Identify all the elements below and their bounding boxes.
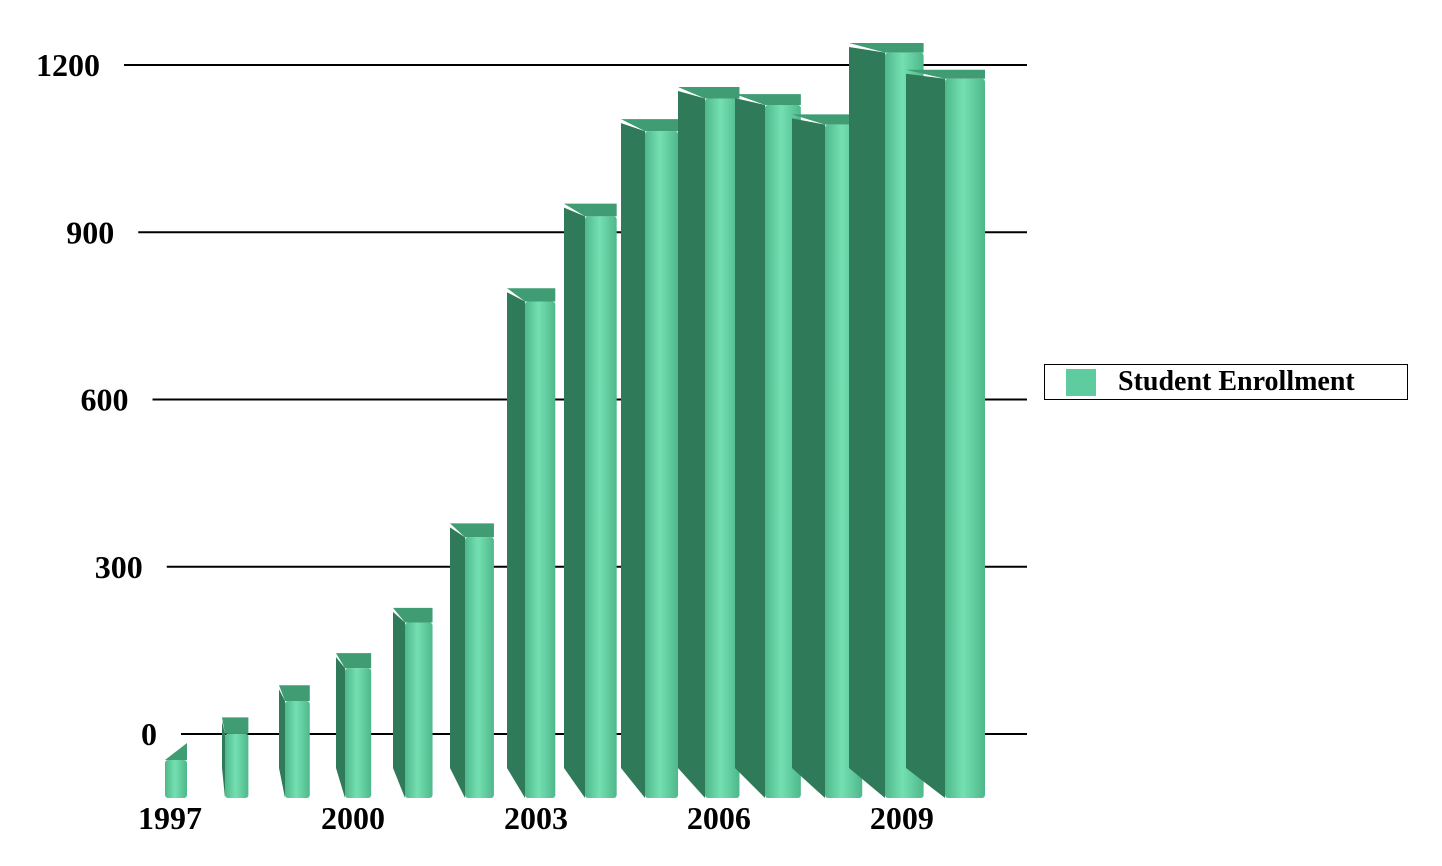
bar-top-face bbox=[222, 717, 249, 734]
bar-top-face bbox=[507, 288, 556, 302]
bar-2005 bbox=[621, 119, 679, 799]
bar-side-face bbox=[450, 527, 465, 798]
bar-side-face bbox=[735, 98, 765, 798]
bar-side-face bbox=[792, 118, 825, 798]
bar-side-face bbox=[507, 292, 525, 798]
bar-side-face bbox=[621, 123, 645, 799]
bar-front-face bbox=[585, 216, 617, 799]
bar-top-face bbox=[279, 685, 310, 702]
bar-1998 bbox=[222, 717, 249, 798]
bar-top-face bbox=[393, 607, 433, 623]
bar-top-face bbox=[336, 653, 372, 669]
bar-2007 bbox=[735, 94, 801, 798]
bar-top-face bbox=[735, 94, 801, 105]
bar-2002 bbox=[450, 523, 494, 798]
bar-top-face bbox=[564, 203, 617, 217]
legend: Student Enrollment bbox=[1044, 364, 1408, 400]
x-tick-label: 2006 bbox=[687, 800, 751, 836]
bar-front-face bbox=[465, 537, 494, 798]
bar-side-face bbox=[906, 73, 945, 799]
bar-front-face bbox=[285, 701, 310, 798]
x-tick-label: 2003 bbox=[504, 800, 568, 836]
bar-front-face bbox=[765, 105, 801, 798]
bar-front-face bbox=[405, 622, 433, 798]
bar-top-face bbox=[792, 114, 863, 125]
bar-1997 bbox=[165, 743, 187, 798]
bar-side-face bbox=[564, 207, 585, 798]
y-tick-label: 600 bbox=[81, 382, 129, 418]
bar-front-face bbox=[165, 760, 187, 798]
bar-top-face bbox=[165, 743, 187, 760]
x-tick-label: 2009 bbox=[870, 800, 934, 836]
bar-front-face bbox=[645, 131, 679, 798]
y-tick-label: 0 bbox=[141, 716, 157, 752]
y-tick-label: 1200 bbox=[36, 47, 100, 83]
bar-side-face bbox=[222, 721, 225, 798]
bar-2000 bbox=[336, 653, 372, 798]
legend-label: Student Enrollment bbox=[1118, 366, 1355, 397]
bar-2003 bbox=[507, 288, 556, 798]
bar-top-face bbox=[621, 119, 679, 132]
bar-side-face bbox=[336, 657, 345, 798]
bar-front-face bbox=[945, 78, 985, 799]
bar-top-face bbox=[678, 86, 740, 99]
bar-2010 bbox=[906, 69, 985, 799]
bar-2004 bbox=[564, 203, 617, 799]
y-tick-label: 300 bbox=[95, 549, 143, 585]
y-tick-label: 900 bbox=[66, 214, 114, 250]
bar-side-face bbox=[279, 689, 285, 798]
bar-side-face bbox=[393, 611, 405, 798]
bar-top-face bbox=[849, 42, 924, 53]
bar-front-face bbox=[225, 733, 249, 798]
x-tick-label: 2000 bbox=[321, 800, 385, 836]
bar-front-face bbox=[345, 668, 372, 798]
bar-side-face bbox=[678, 90, 705, 798]
bar-top-face bbox=[906, 69, 985, 79]
bar-side-face bbox=[849, 46, 885, 798]
bar-front-face bbox=[525, 301, 556, 798]
legend-swatch bbox=[1066, 368, 1096, 396]
x-tick-label: 1997 bbox=[138, 800, 202, 836]
bar-1999 bbox=[279, 685, 310, 798]
bar-2006 bbox=[678, 86, 740, 798]
bar-front-face bbox=[705, 98, 740, 798]
bar-top-face bbox=[450, 523, 494, 538]
bar-2001 bbox=[393, 607, 433, 798]
